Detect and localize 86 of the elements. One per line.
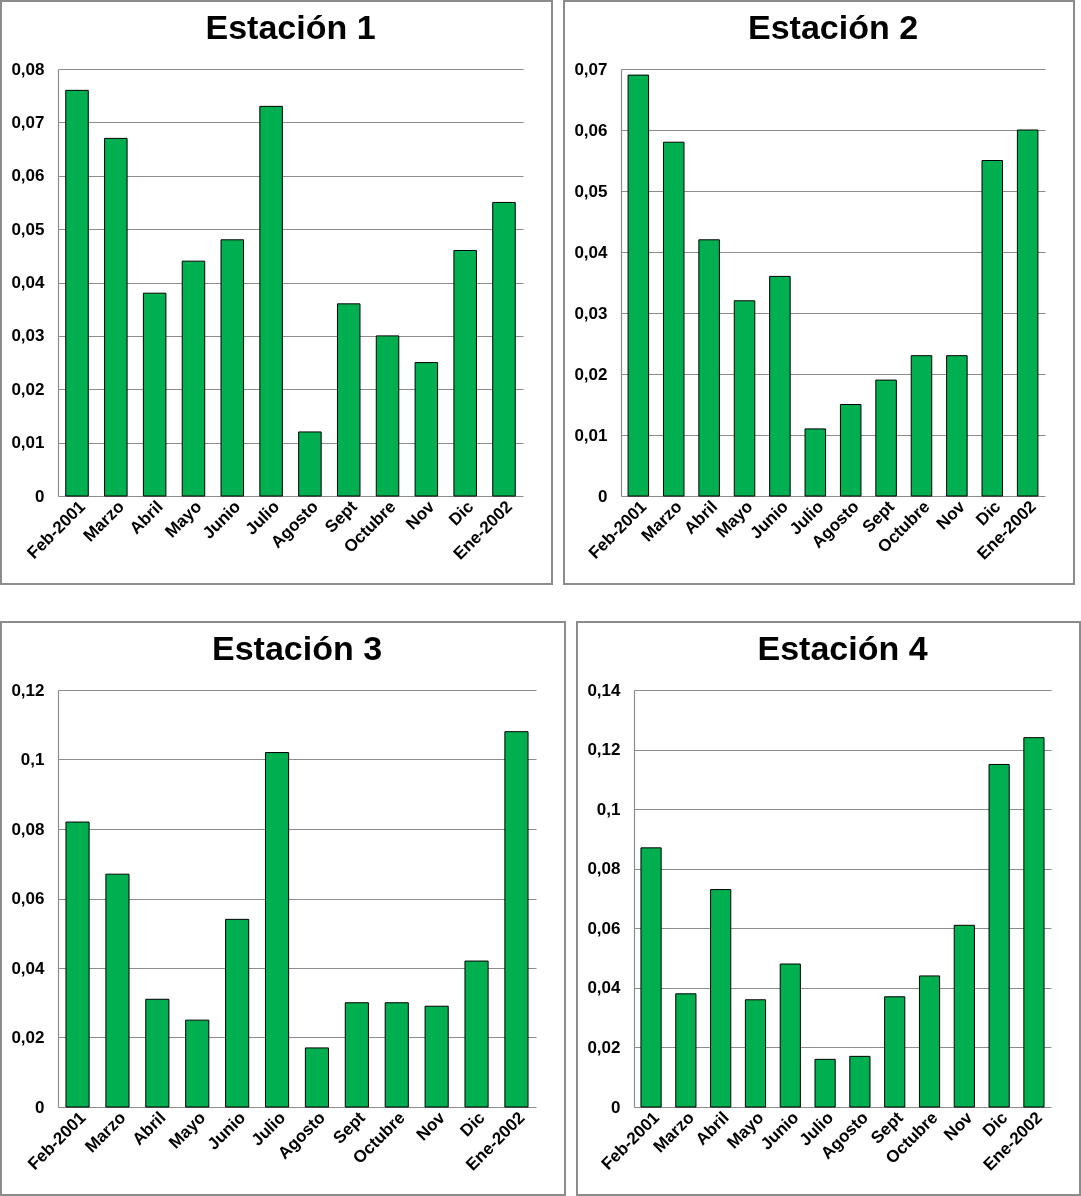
y-tick-label: 0,07 bbox=[11, 112, 45, 132]
bar bbox=[884, 996, 906, 1108]
bar bbox=[220, 239, 245, 497]
bar bbox=[814, 1058, 836, 1108]
bar bbox=[304, 1047, 330, 1108]
bar bbox=[804, 428, 827, 497]
y-tick-label: 0,08 bbox=[11, 59, 45, 79]
bar bbox=[779, 963, 801, 1108]
y-tick-label: 0,1 bbox=[20, 750, 45, 769]
bar bbox=[953, 924, 975, 1108]
bar bbox=[1023, 737, 1045, 1108]
x-tick-label: Nov bbox=[402, 496, 439, 534]
y-tick-label: 0,06 bbox=[574, 120, 608, 140]
y-tick-label: 0,03 bbox=[11, 326, 45, 346]
y-tick-label: 0,1 bbox=[596, 799, 621, 819]
y-tick-label: 0 bbox=[611, 1097, 621, 1117]
bar bbox=[185, 1019, 210, 1108]
bar bbox=[384, 1002, 409, 1108]
x-tick-label: Nov bbox=[940, 1107, 977, 1145]
y-tick-label: 0 bbox=[35, 486, 45, 506]
bar bbox=[344, 1002, 369, 1108]
bar bbox=[733, 300, 756, 497]
bar bbox=[662, 141, 685, 497]
bar bbox=[225, 918, 250, 1108]
bar bbox=[675, 993, 697, 1108]
y-tick-label: 0,12 bbox=[587, 740, 621, 760]
bar bbox=[849, 1055, 871, 1108]
bar bbox=[145, 998, 170, 1108]
y-tick-label: 0,03 bbox=[574, 303, 608, 323]
bar bbox=[918, 975, 941, 1108]
bar bbox=[336, 303, 361, 497]
bar bbox=[65, 821, 90, 1108]
y-tick-label: 0,05 bbox=[11, 219, 45, 239]
bar bbox=[627, 74, 650, 497]
chart-title: Estación 4 bbox=[757, 629, 928, 667]
bar bbox=[875, 379, 897, 497]
bar bbox=[181, 260, 206, 497]
bar bbox=[1016, 129, 1039, 497]
y-tick-label: 0,05 bbox=[574, 181, 608, 201]
y-tick-label: 0,12 bbox=[11, 680, 45, 700]
bar bbox=[839, 404, 862, 497]
bar bbox=[988, 763, 1010, 1108]
bar bbox=[769, 275, 791, 497]
bar bbox=[264, 752, 290, 1108]
bar bbox=[298, 431, 322, 497]
chart-title: Estación 1 bbox=[205, 8, 376, 46]
bar bbox=[65, 89, 89, 497]
bar bbox=[981, 160, 1004, 497]
y-tick-label: 0,06 bbox=[11, 166, 45, 186]
y-tick-label: 0,04 bbox=[587, 978, 622, 998]
bar bbox=[464, 960, 489, 1108]
y-tick-label: 0,08 bbox=[587, 859, 621, 879]
bar bbox=[946, 355, 968, 497]
y-tick-label: 0,04 bbox=[11, 958, 46, 978]
bar bbox=[698, 239, 720, 497]
y-tick-label: 0,04 bbox=[574, 242, 609, 262]
bar bbox=[414, 362, 439, 497]
y-tick-label: 0,04 bbox=[11, 273, 46, 292]
y-tick-label: 0,14 bbox=[587, 680, 622, 700]
bar bbox=[504, 731, 529, 1108]
bar bbox=[424, 1005, 449, 1108]
bar bbox=[744, 999, 767, 1108]
chart-title: Estación 2 bbox=[747, 8, 919, 46]
y-tick-label: 0,08 bbox=[11, 819, 45, 839]
y-tick-label: 0 bbox=[598, 486, 608, 506]
bar bbox=[259, 105, 283, 497]
y-tick-label: 0,02 bbox=[587, 1037, 621, 1057]
chart-title: Estación 3 bbox=[211, 629, 383, 667]
bar bbox=[105, 873, 130, 1108]
y-tick-label: 0,01 bbox=[574, 425, 608, 445]
bar bbox=[492, 201, 516, 497]
y-tick-label: 0,06 bbox=[587, 918, 621, 938]
bar bbox=[104, 137, 128, 497]
y-tick-label: 0,01 bbox=[11, 433, 45, 453]
y-tick-label: 0,02 bbox=[11, 1028, 45, 1047]
y-tick-label: 0,02 bbox=[11, 379, 45, 399]
bar bbox=[640, 847, 662, 1108]
y-tick-label: 0,06 bbox=[11, 889, 45, 908]
y-tick-label: 0 bbox=[35, 1097, 45, 1117]
bar bbox=[453, 249, 477, 497]
y-tick-label: 0,02 bbox=[574, 364, 608, 384]
bar bbox=[910, 355, 933, 497]
bar bbox=[375, 335, 400, 497]
y-tick-label: 0,07 bbox=[574, 59, 608, 79]
bar bbox=[142, 292, 167, 497]
bar bbox=[710, 889, 732, 1108]
